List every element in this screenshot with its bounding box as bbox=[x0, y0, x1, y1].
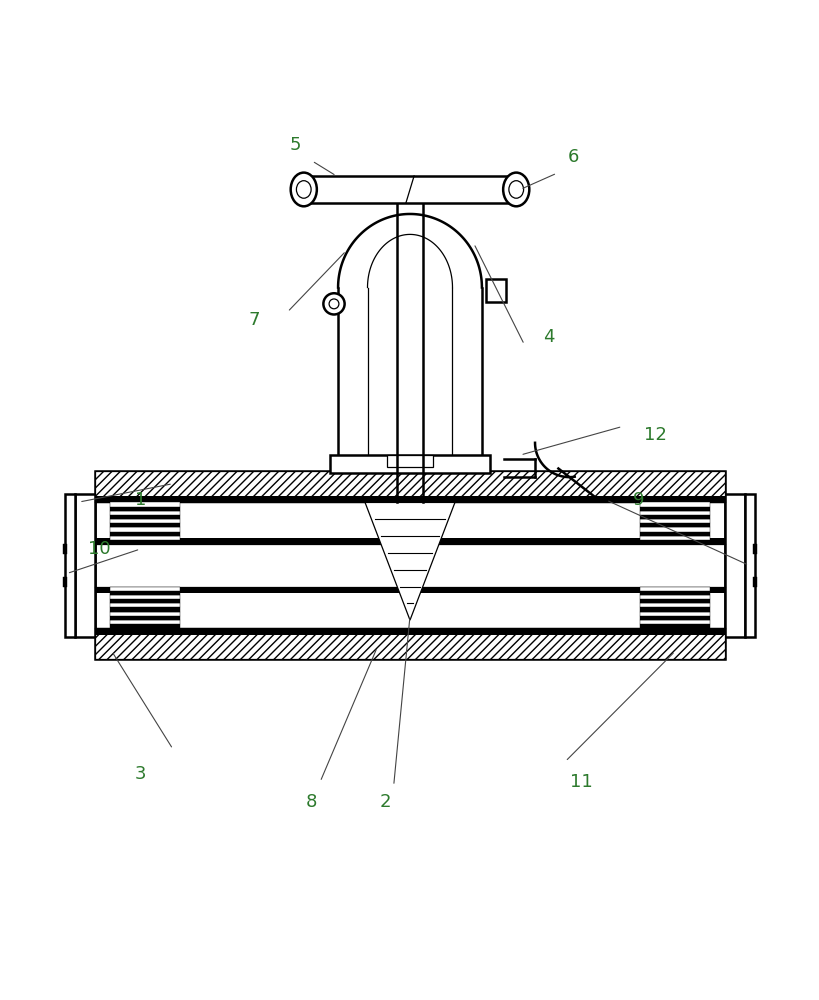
Text: 9: 9 bbox=[632, 491, 644, 509]
Bar bbox=[110, 523, 179, 527]
Bar bbox=[640, 620, 709, 624]
Bar bbox=[75, 494, 95, 637]
Bar bbox=[303, 176, 516, 203]
Bar bbox=[110, 507, 179, 511]
Bar bbox=[387, 455, 432, 467]
Bar bbox=[640, 519, 709, 523]
Bar bbox=[640, 536, 709, 540]
Bar bbox=[640, 502, 709, 507]
Ellipse shape bbox=[509, 181, 523, 198]
Bar bbox=[65, 494, 75, 637]
Text: 12: 12 bbox=[643, 426, 666, 444]
Bar bbox=[63, 544, 66, 554]
Text: 5: 5 bbox=[289, 136, 301, 154]
Bar bbox=[753, 544, 756, 554]
Text: 1: 1 bbox=[134, 491, 146, 509]
Ellipse shape bbox=[290, 173, 316, 206]
Polygon shape bbox=[364, 502, 455, 620]
Bar bbox=[640, 616, 709, 620]
Bar bbox=[640, 591, 709, 595]
Bar bbox=[110, 624, 179, 628]
Bar bbox=[95, 538, 724, 544]
Ellipse shape bbox=[503, 173, 529, 206]
Bar bbox=[95, 628, 724, 635]
Bar bbox=[640, 515, 709, 519]
Bar bbox=[329, 455, 490, 473]
Circle shape bbox=[328, 299, 338, 309]
Bar bbox=[110, 527, 179, 532]
Bar bbox=[110, 536, 179, 540]
Text: 2: 2 bbox=[379, 793, 391, 811]
Bar bbox=[110, 603, 179, 607]
Bar bbox=[640, 607, 709, 612]
Bar bbox=[110, 540, 179, 544]
Text: 11: 11 bbox=[569, 773, 592, 791]
Text: 4: 4 bbox=[542, 328, 554, 346]
Bar bbox=[110, 532, 179, 536]
Bar bbox=[110, 620, 179, 624]
Bar bbox=[640, 587, 709, 591]
Bar bbox=[640, 603, 709, 607]
Bar bbox=[753, 577, 756, 587]
Bar bbox=[640, 612, 709, 616]
Bar bbox=[110, 519, 179, 523]
Text: 7: 7 bbox=[249, 311, 260, 329]
Bar bbox=[110, 515, 179, 519]
Bar bbox=[110, 607, 179, 612]
Bar bbox=[640, 511, 709, 515]
Bar bbox=[744, 494, 754, 637]
Bar bbox=[95, 471, 724, 659]
Bar bbox=[95, 628, 724, 659]
Bar bbox=[640, 523, 709, 527]
Bar bbox=[95, 496, 724, 502]
Bar bbox=[640, 532, 709, 536]
Bar bbox=[95, 471, 724, 502]
Bar bbox=[63, 577, 66, 587]
Ellipse shape bbox=[296, 181, 310, 198]
Bar bbox=[110, 502, 179, 507]
Bar bbox=[724, 494, 744, 637]
Bar bbox=[640, 595, 709, 599]
Text: 6: 6 bbox=[567, 148, 578, 166]
Bar bbox=[640, 507, 709, 511]
Text: 3: 3 bbox=[134, 765, 146, 783]
Text: 10: 10 bbox=[88, 540, 111, 558]
Bar bbox=[110, 616, 179, 620]
Bar bbox=[486, 279, 505, 302]
Bar bbox=[110, 612, 179, 616]
Bar bbox=[110, 595, 179, 599]
Bar bbox=[640, 624, 709, 628]
Text: 8: 8 bbox=[305, 793, 317, 811]
Circle shape bbox=[323, 293, 344, 314]
Bar bbox=[640, 599, 709, 603]
Bar bbox=[640, 540, 709, 544]
Bar bbox=[640, 527, 709, 532]
Bar bbox=[110, 591, 179, 595]
Bar bbox=[110, 587, 179, 591]
Bar bbox=[110, 511, 179, 515]
Bar bbox=[110, 599, 179, 603]
Bar bbox=[95, 587, 724, 593]
